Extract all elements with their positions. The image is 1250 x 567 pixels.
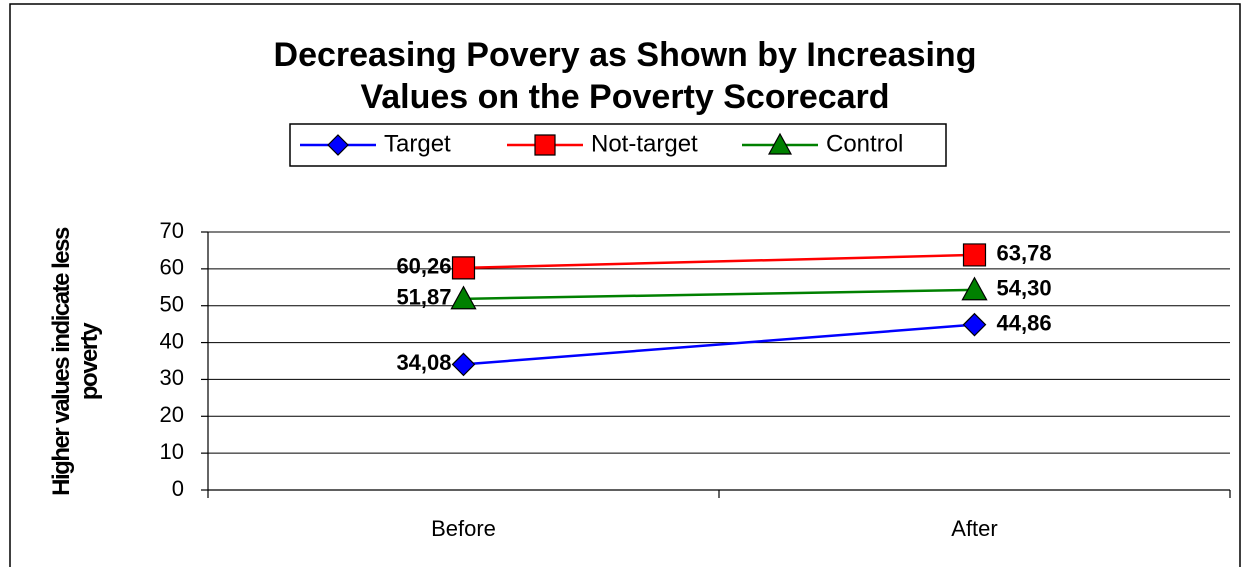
y-tick-label: 60 xyxy=(160,255,184,280)
legend-marker xyxy=(327,134,349,156)
data-point xyxy=(451,352,476,377)
legend-label: Control xyxy=(826,130,903,157)
y-tick-label: 0 xyxy=(172,476,184,501)
y-tick-label: 50 xyxy=(160,292,184,317)
data-point xyxy=(451,256,476,280)
data-label: 34,08 xyxy=(396,350,451,375)
y-tick-label: 70 xyxy=(160,218,184,243)
series-line xyxy=(463,253,975,270)
y-tick-label: 10 xyxy=(160,439,184,464)
data-point xyxy=(962,243,987,267)
legend-box xyxy=(289,123,947,167)
data-label: 63,78 xyxy=(997,241,1052,266)
chart-title: Decreasing Povery as Shown by Increasing… xyxy=(273,36,977,116)
y-axis-label: Higher values indicate less poverty xyxy=(48,228,103,496)
data-label: 54,30 xyxy=(997,276,1052,301)
legend-marker xyxy=(534,134,556,156)
data-label: 44,86 xyxy=(997,310,1052,335)
x-tick-label: After xyxy=(951,516,997,541)
chart-frame xyxy=(9,3,1241,567)
series-line xyxy=(463,323,975,366)
legend-marker xyxy=(767,132,793,155)
data-label: 51,87 xyxy=(396,285,451,310)
legend-label: Target xyxy=(384,130,451,157)
y-tick-label: 40 xyxy=(160,328,184,353)
y-tick-label: 30 xyxy=(160,365,184,390)
series-line xyxy=(463,288,975,301)
data-point xyxy=(961,276,988,301)
data-label: 60,26 xyxy=(396,254,451,279)
data-point xyxy=(450,285,477,310)
legend-label: Not-target xyxy=(591,130,698,157)
x-tick-label: Before xyxy=(431,516,496,541)
data-point xyxy=(962,312,987,337)
y-tick-label: 20 xyxy=(160,402,184,427)
